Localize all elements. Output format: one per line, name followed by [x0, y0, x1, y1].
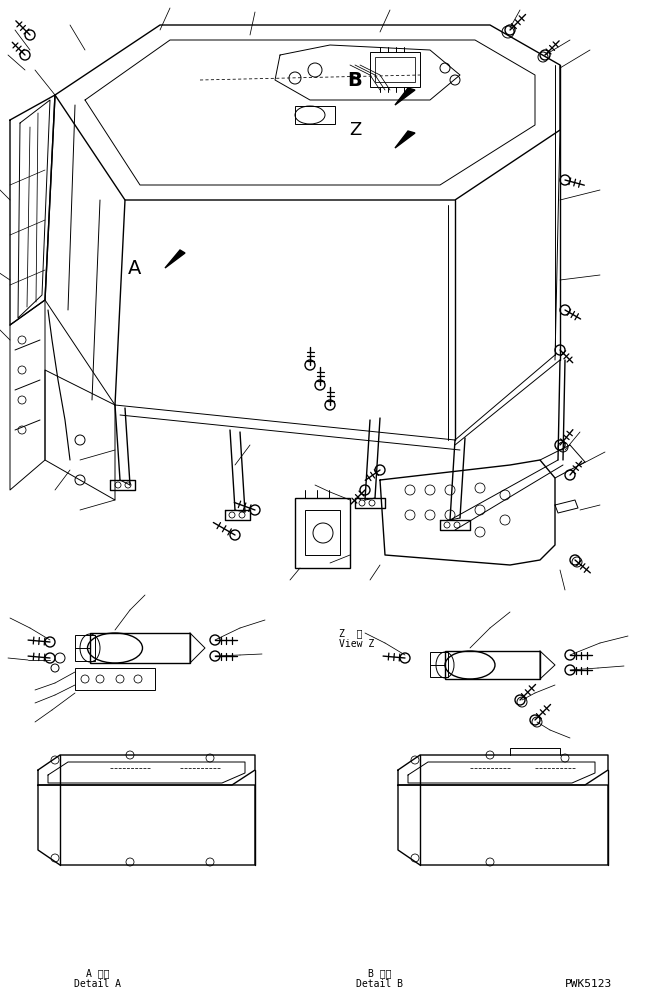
Bar [75, 635, 95, 661]
Polygon shape [165, 250, 185, 268]
Text: B: B [347, 71, 362, 89]
Text: Detail B: Detail B [356, 979, 403, 989]
Bar [375, 57, 415, 82]
Text: A 詳細: A 詳細 [86, 968, 109, 978]
Text: Detail A: Detail A [74, 979, 121, 989]
Polygon shape [395, 88, 415, 105]
Text: View Z: View Z [339, 639, 374, 649]
Text: PWK5123: PWK5123 [564, 979, 612, 989]
Bar [75, 668, 155, 690]
Bar [295, 106, 335, 124]
Bar [370, 52, 420, 87]
Bar [295, 498, 350, 568]
Bar [305, 510, 340, 555]
Text: Z  視: Z 視 [339, 628, 363, 638]
Polygon shape [395, 131, 415, 148]
Bar [445, 651, 540, 679]
Text: B 詳細: B 詳細 [368, 968, 391, 978]
Bar [430, 652, 448, 677]
Text: Z: Z [349, 121, 361, 139]
Text: A: A [128, 258, 142, 277]
Bar [90, 633, 190, 663]
